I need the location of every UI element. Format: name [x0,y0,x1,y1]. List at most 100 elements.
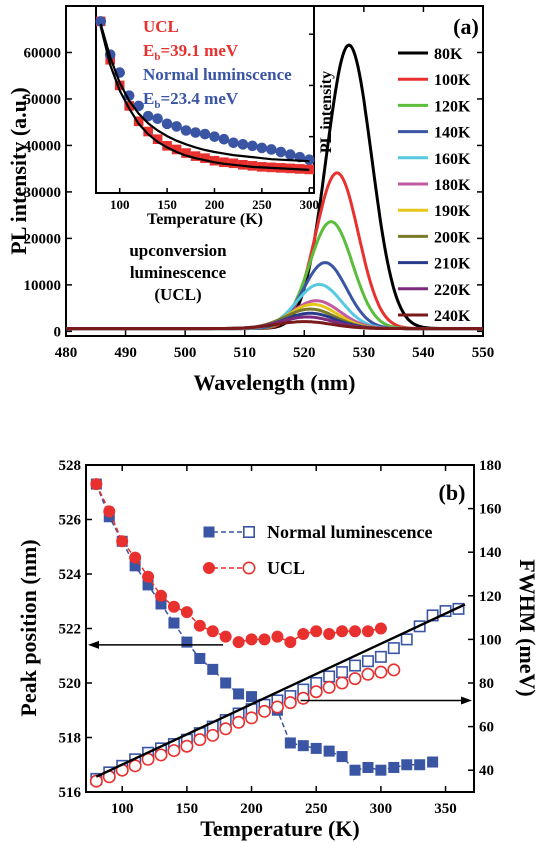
point-fwhm-ucl [348,672,362,686]
y2-tick-label-b: 60 [479,720,494,736]
point-fwhm-ucl [374,665,388,679]
point-peak-normal [297,740,309,752]
inset-point-normal [180,125,192,136]
legend-label-normal: Normal luminescence [267,522,432,542]
point-fwhm-ucl [232,715,246,729]
inset-fit-line [99,26,310,171]
x-tick-label-b: 350 [434,801,457,817]
point-fwhm-ucl [387,663,401,677]
point-peak-ucl [361,625,374,638]
inset-legend-ucl-eb-main: E [143,41,154,60]
point-fwhm-normal [336,666,349,679]
y-tick-label: 10000 [24,278,62,294]
inset-x-tick-label: 300 [300,197,320,212]
point-peak-normal [181,636,193,648]
y-axis-label: PL intensity (a.u.) [6,87,31,254]
y-tick-label-b: 522 [59,622,82,638]
inset-point-normal [190,127,201,138]
y-tick-label: 60000 [24,45,62,61]
inset-point-normal [218,133,230,145]
point-fwhm-ucl [180,739,194,753]
point-peak-normal [194,652,206,664]
panel-a-inset: 100 150 200 250 300 Temperature (K) PL intensi… [95,5,335,228]
x-tick-label-b: 200 [240,801,263,817]
point-fwhm-normal [349,659,362,672]
y2-tick-label-b: 120 [479,589,502,605]
legend-marker-ucl-filled [203,561,216,574]
inset-legend-ucl-eb-sub: b [154,51,160,63]
point-peak-normal [388,761,400,773]
x-tick-label: 520 [293,345,316,361]
y2-tick-label-b: 80 [479,676,494,692]
point-peak-ucl [284,636,297,649]
inset-fit-line [99,23,310,163]
inset-point-normal [209,131,220,142]
legend-label-100K: 100K [434,72,471,89]
inset-point-ucl [133,116,144,127]
point-peak-ucl [193,619,206,632]
point-fwhm-ucl [128,759,142,773]
inset-point-ucl [228,158,239,169]
point-fwhm-ucl [154,748,168,762]
point-fwhm-ucl [219,722,233,736]
inset-x-tick-label: 100 [110,197,130,212]
y2-tick-label-b: 180 [479,458,502,474]
point-peak-normal [401,759,413,771]
point-peak-ucl [336,625,349,638]
point-fwhm-normal [361,655,374,668]
legend-label-210K: 210K [434,256,471,273]
inset-legend-normal-eb-sub: b [154,99,160,111]
point-peak-ucl [103,505,116,518]
legend-marker-normal-open [243,525,256,538]
legend-label-ucl: UCL [267,558,305,578]
y-tick-label: 40000 [24,138,62,154]
inset-legend-ucl-eb-value: =39.1 meV [160,41,238,60]
annotation-ucl-line: upconversion [129,241,227,260]
x-tick-label: 540 [412,345,435,361]
point-fwhm-ucl [257,704,271,718]
inset-x-axis-label: Temperature (K) [147,211,263,228]
inset-x-tick-label: 150 [157,197,177,212]
spectrum-140K [66,261,483,331]
point-peak-ucl [310,625,323,638]
point-peak-normal [168,617,180,629]
point-peak-ucl [167,600,180,613]
x-tick-label: 510 [233,345,256,361]
y-tick-label: 30000 [24,185,62,201]
point-peak-ucl [219,630,232,643]
point-fwhm-ucl [206,728,220,742]
inset-point-normal [161,118,173,130]
inset-y-axis-label: PL intensity [318,71,335,153]
annotation-ucl-line: (UCL) [154,285,201,304]
point-fwhm-ucl [335,676,349,690]
legend-label-180K: 180K [434,177,471,194]
inset-point-ucl [143,126,153,137]
inset-point-normal [228,137,239,149]
legend-marker-normal-filled [203,526,215,538]
inset-point-normal [199,128,211,140]
x-tick-label: 550 [472,345,495,361]
point-peak-normal [323,745,335,757]
point-fwhm-normal [374,650,387,663]
point-fwhm-ucl [245,711,259,725]
spectrum-240K [66,320,483,331]
y2-tick-label-b: 100 [479,632,502,648]
x-axis-label-b: Temperature (K) [200,816,359,841]
point-fwhm-ucl [322,680,336,694]
x-tick-label-b: 150 [176,801,199,817]
point-peak-ucl [245,633,258,646]
point-peak-normal [375,764,387,776]
point-peak-normal [362,761,374,773]
point-peak-normal [414,759,426,771]
panel-a: 480 490 500 510 520 530 540 550 0 10000 20000 30000… [6,5,495,395]
point-peak-normal [220,677,232,689]
x-tick-label: 490 [114,345,137,361]
inset-point-normal [247,140,258,152]
point-peak-ucl [155,589,168,602]
point-peak-ucl [271,630,284,643]
point-peak-ucl [142,570,155,583]
inset-legend-normal-eb: Eb=23.4 meV [143,89,239,111]
point-peak-normal [427,756,439,768]
inset-x-tick-label: 250 [252,197,272,212]
y2-tick-label-b: 160 [479,502,502,518]
